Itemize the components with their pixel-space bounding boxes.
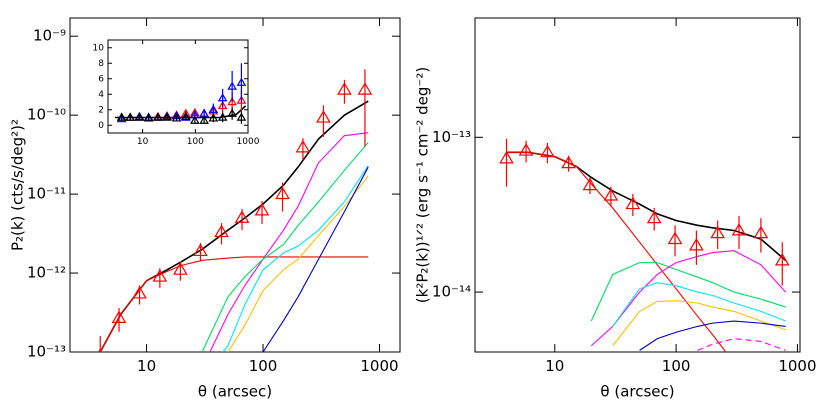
data-point — [227, 97, 237, 106]
model-line — [639, 320, 786, 351]
data-point — [236, 112, 247, 121]
x-tick-label: 1000 — [360, 357, 398, 375]
x-tick-label: 100 — [662, 357, 691, 375]
data-point — [667, 231, 683, 245]
plot-frame — [107, 39, 249, 134]
data-point — [316, 110, 331, 123]
x-tick-label: 1000 — [778, 357, 816, 375]
x-tick-label: 10 — [137, 137, 149, 147]
data-point — [180, 111, 191, 120]
data-point — [162, 112, 172, 121]
data-point — [337, 82, 352, 95]
data-point — [254, 203, 270, 216]
x-axis-label: θ (arcsec) — [198, 383, 272, 401]
data-point — [236, 77, 247, 86]
model-line — [612, 300, 786, 347]
data-point — [731, 222, 747, 236]
plot-area — [97, 69, 373, 352]
data-point — [153, 112, 163, 121]
data-point — [116, 112, 127, 121]
data-point — [217, 100, 228, 110]
model-line — [506, 151, 787, 262]
data-point — [603, 188, 619, 201]
data-point — [193, 243, 208, 257]
y-tick-label: 10⁻¹³ — [432, 128, 471, 146]
model-line — [612, 282, 786, 327]
data-point — [227, 108, 237, 117]
model-line — [262, 166, 369, 352]
y-axis-label: (k²P₂(k))¹ᐟ² (erg s⁻¹ cm⁻² deg⁻²) — [414, 67, 432, 303]
model-line — [590, 262, 786, 322]
data-point — [357, 82, 373, 95]
y-tick-label: 4 — [98, 90, 104, 100]
y-tick-label: 10⁻¹⁰ — [27, 106, 66, 124]
y-tick-label: 2 — [98, 105, 104, 115]
data-point — [173, 262, 188, 275]
plot-area — [115, 63, 247, 124]
data-point — [208, 113, 219, 122]
x-tick-label: 100 — [187, 137, 204, 147]
y-axis-label: P₂(k) (cts/s/deg²)² — [9, 119, 27, 251]
data-point — [540, 144, 555, 158]
data-point — [208, 104, 219, 113]
data-point — [275, 186, 290, 200]
data-point — [753, 225, 769, 239]
data-point — [134, 112, 145, 121]
x-axis-label: θ (arcsec) — [600, 383, 674, 401]
y-tick-label: 10⁻⁹ — [33, 27, 66, 45]
y-tick-label: 10⁻¹² — [27, 264, 66, 282]
data-point — [217, 93, 228, 102]
plot-area — [499, 138, 790, 352]
data-point — [125, 112, 136, 121]
y-tick-label: 10⁻¹³ — [27, 343, 66, 361]
data-point — [625, 196, 641, 210]
data-point — [116, 114, 127, 123]
model-line — [590, 250, 787, 347]
model-line — [506, 151, 727, 352]
x-tick-label: 10 — [137, 357, 156, 375]
data-point — [234, 210, 250, 223]
data-point — [132, 286, 147, 299]
y-tick-label: 8 — [98, 59, 104, 69]
data-point — [774, 252, 790, 266]
data-point — [499, 150, 514, 164]
data-point — [227, 81, 237, 90]
data-point — [582, 177, 598, 191]
x-tick-label: 10 — [545, 357, 564, 375]
y-tick-label: 0 — [98, 121, 104, 131]
model-line — [222, 165, 369, 352]
data-point — [561, 155, 576, 169]
x-tick-label: 100 — [249, 357, 278, 375]
y-tick-label: 6 — [98, 74, 104, 84]
y-tick-label: 10 — [93, 43, 105, 53]
model-line — [99, 256, 369, 352]
model-line — [697, 338, 786, 351]
data-point — [143, 113, 154, 122]
model-line — [201, 142, 369, 352]
plot-frame — [69, 17, 401, 353]
data-point — [236, 95, 247, 104]
model-line — [227, 175, 369, 352]
data-point — [190, 115, 200, 124]
data-point — [111, 310, 127, 323]
data-point — [217, 112, 228, 121]
data-point — [518, 143, 534, 156]
y-tick-label: 10⁻¹⁴ — [432, 283, 471, 301]
data-point — [646, 210, 662, 224]
data-point — [214, 224, 229, 238]
data-point — [295, 139, 311, 153]
data-point — [152, 269, 168, 282]
data-point — [171, 113, 182, 122]
y-tick-label: 10⁻¹¹ — [27, 185, 66, 203]
data-point — [710, 225, 725, 239]
data-point — [199, 115, 209, 124]
plot-frame — [474, 17, 801, 353]
x-tick-label: 1000 — [237, 137, 260, 147]
model-line — [209, 132, 369, 352]
data-point — [689, 237, 704, 251]
